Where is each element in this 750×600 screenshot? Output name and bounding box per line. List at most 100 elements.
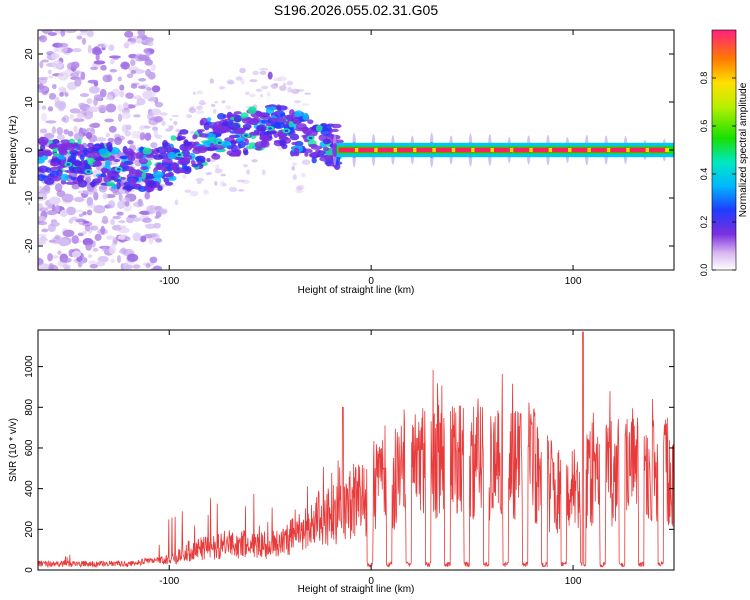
spectral-blob [46, 210, 58, 216]
y-tick-label: 0 [24, 567, 35, 573]
snr-series-line [38, 331, 674, 569]
spectral-blob [87, 142, 94, 148]
spectral-blob [98, 148, 110, 156]
spectral-blob [235, 76, 243, 81]
spectral-blob [292, 162, 298, 167]
spectral-blob [320, 122, 328, 127]
spectral-peak [177, 153, 182, 156]
spectral-peak [354, 148, 359, 152]
y-tick-label: 20 [24, 48, 35, 60]
spectral-blob [233, 114, 242, 123]
spectral-blob [118, 193, 123, 202]
spectral-blob [111, 224, 123, 231]
spectral-blob [159, 112, 168, 116]
spectral-blob [38, 165, 49, 173]
spectral-blob [125, 166, 134, 172]
spectral-blob [132, 217, 141, 222]
spectral-blob [90, 225, 99, 231]
spectral-blob [209, 78, 215, 84]
spectral-blob [238, 189, 245, 192]
spectral-peak [552, 147, 571, 153]
spectral-blob [106, 74, 113, 83]
spectral-blob [252, 70, 260, 76]
spectral-blob [266, 92, 271, 97]
spectral-blob [154, 101, 164, 108]
spectral-blob [88, 86, 100, 94]
spectral-blob [53, 152, 60, 157]
spectral-blob [322, 146, 330, 151]
spectral-blob [93, 191, 99, 201]
spectral-blob [271, 112, 279, 116]
spectral-blob [210, 103, 216, 107]
y-tick-label: 1000 [24, 355, 35, 378]
spectral-blob [265, 106, 277, 111]
spectral-blob [47, 253, 53, 262]
spectral-blob [116, 178, 122, 183]
spectral-blob [301, 159, 311, 166]
spectral-blob [64, 92, 69, 97]
spectral-blob [214, 130, 227, 134]
spectral-blob [86, 30, 94, 38]
spectral-blob [82, 237, 94, 246]
spectral-blob [46, 203, 53, 210]
spectral-blob [192, 134, 198, 140]
spectral-blob [77, 232, 84, 237]
spectral-blob [237, 141, 246, 149]
spectral-blob [260, 119, 270, 124]
spectral-peak [509, 148, 514, 152]
spectral-peak [529, 148, 534, 152]
spectral-blob [108, 125, 117, 133]
spectral-blob [47, 223, 56, 233]
x-tick-label: 100 [565, 576, 582, 587]
spectral-peak [590, 147, 609, 153]
x-tick-label: -100 [159, 576, 179, 587]
spectral-blob [292, 174, 297, 181]
spectral-blob [99, 88, 107, 98]
spectral-blob [234, 149, 242, 156]
spectral-peak [664, 148, 669, 152]
spectral-blob [39, 61, 44, 69]
spectral-blob [87, 254, 93, 258]
spectrogram-y-label: Frequency (Hz) [8, 116, 19, 185]
spectral-blob [100, 225, 106, 235]
spectral-blob [56, 126, 63, 136]
spectral-blob [155, 162, 163, 171]
colorbar-label: Normalized spectral amplitude [738, 82, 749, 217]
spectral-blob [105, 132, 110, 138]
spectral-blob [288, 120, 294, 128]
spectral-blob [240, 112, 249, 119]
spectral-blob [205, 171, 212, 176]
spectral-blob [116, 255, 122, 264]
colorbar-ticks: 0.0 0.2 0.4 0.6 0.8 [699, 72, 736, 276]
spectral-blob [61, 193, 74, 203]
spectral-blob [39, 144, 46, 151]
spectral-blob [295, 185, 303, 191]
spectral-blob [88, 260, 97, 266]
spectral-blob [144, 191, 150, 200]
spectral-blob [122, 185, 135, 190]
spectral-blob [120, 176, 126, 180]
spectral-blob [85, 243, 92, 251]
spectral-blob [57, 250, 62, 255]
spectral-peak [116, 168, 121, 171]
spectral-blob [117, 113, 123, 122]
spectral-blob [277, 131, 286, 139]
spectral-blob [196, 180, 202, 185]
spectral-blob [183, 140, 190, 147]
spectral-blob [214, 101, 218, 104]
spectral-blob [129, 178, 137, 185]
spectral-blob [113, 240, 118, 245]
spectral-blob [291, 141, 298, 146]
spectral-blob [132, 264, 141, 269]
spectral-blob [91, 122, 101, 128]
spectral-peak [377, 147, 396, 153]
spectral-peak [413, 148, 418, 152]
snr-background [38, 330, 674, 570]
spectral-blob [153, 129, 159, 137]
spectral-blob [145, 263, 151, 269]
spectral-blob [87, 44, 92, 54]
spectral-blob [38, 83, 44, 91]
spectral-blob [51, 204, 56, 212]
spectral-blob [66, 206, 77, 216]
spectral-blob [294, 100, 301, 104]
